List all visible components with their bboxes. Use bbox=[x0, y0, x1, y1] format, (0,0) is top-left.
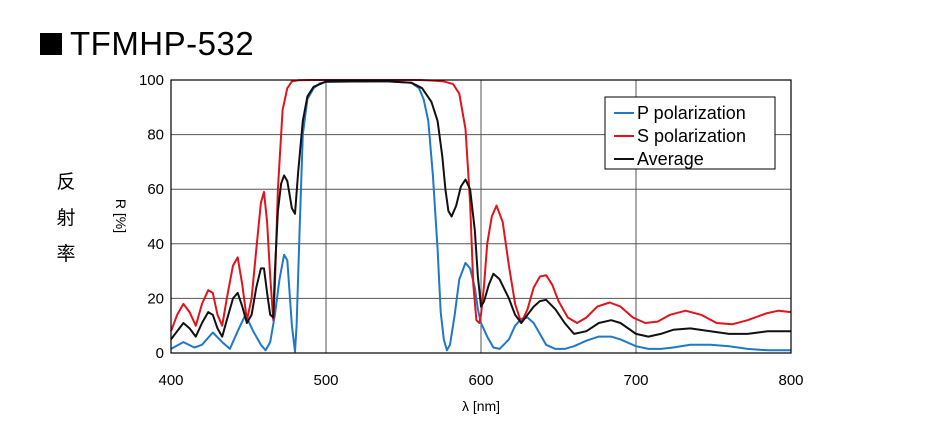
y-axis-label: R [%] bbox=[113, 199, 129, 233]
series-line-0 bbox=[170, 80, 791, 353]
y-tick-label-100: 100 bbox=[139, 72, 164, 89]
x-tick-label-800: 800 bbox=[778, 372, 803, 389]
x-tick-label-600: 600 bbox=[468, 372, 493, 389]
y-tick-label-20: 20 bbox=[147, 290, 164, 307]
series-layer bbox=[170, 79, 792, 353]
series-line-2 bbox=[170, 80, 791, 341]
x-tick-label-400: 400 bbox=[158, 372, 183, 389]
legend-label-s: S polarization bbox=[637, 126, 746, 146]
y-tick-label-80: 80 bbox=[147, 127, 164, 144]
y-tick-label-0: 0 bbox=[156, 345, 164, 362]
legend-box bbox=[604, 96, 776, 170]
x-tick-label-500: 500 bbox=[313, 372, 338, 389]
title-block: TFMHP-532 bbox=[40, 24, 254, 64]
side-label: 反射率 bbox=[56, 171, 76, 265]
y-tick-label-40: 40 bbox=[147, 236, 164, 253]
legend: P polarization S polarization Average bbox=[604, 96, 776, 170]
title-square-icon bbox=[40, 33, 62, 55]
y-tick-label-60: 60 bbox=[147, 181, 164, 198]
plot-frame bbox=[170, 79, 792, 354]
legend-label-p: P polarization bbox=[637, 103, 746, 123]
series-line-1 bbox=[170, 79, 792, 332]
tick-labels: 400 500 600 700 800 0 20 40 60 80 100 bbox=[139, 72, 804, 389]
legend-label-average: Average bbox=[637, 149, 704, 169]
x-axis-label: λ [nm] bbox=[462, 398, 500, 414]
page-title: TFMHP-532 bbox=[70, 25, 255, 62]
x-tick-label-700: 700 bbox=[623, 372, 648, 389]
